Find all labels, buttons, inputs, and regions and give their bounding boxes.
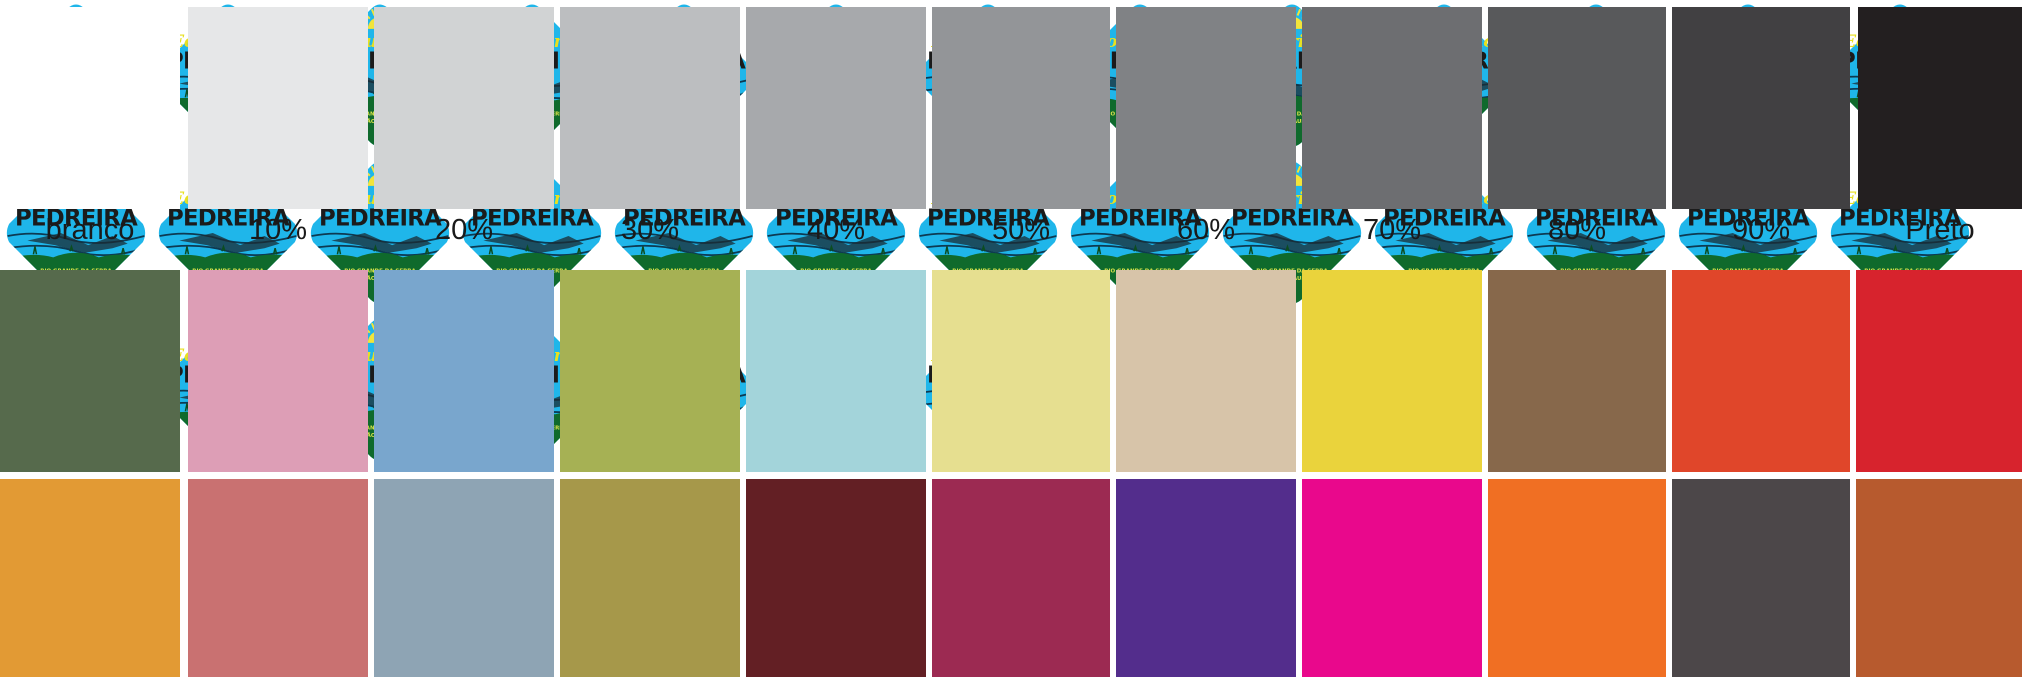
color-swatch-tile	[374, 270, 554, 472]
color-swatch-tile	[1116, 7, 1296, 209]
color-swatch-tile	[1856, 479, 2022, 677]
logo-title-pedreira: PEDREIRA	[927, 205, 1050, 231]
swatch-label: 70%	[1362, 214, 1422, 246]
logo-title-pedreira: PEDREIRA	[775, 205, 898, 231]
logo-title-pedreira: PEDREIRA	[471, 205, 594, 231]
swatch-label: 10%	[248, 214, 308, 246]
color-swatch-tile	[0, 479, 180, 677]
swatch-label: 90%	[1731, 214, 1791, 246]
swatch-label: 80%	[1547, 214, 1607, 246]
logo-title-pedreira: PEDREIRA	[1687, 205, 1810, 231]
swatch-label: 40%	[806, 214, 866, 246]
color-swatch-tile	[1672, 7, 1850, 209]
swatch-label: Preto	[1905, 214, 1975, 246]
logo-rock-silhouette	[1395, 233, 1496, 253]
color-swatch-tile	[746, 479, 926, 677]
logo-title-pedreira: PEDREIRA	[623, 205, 746, 231]
swatch-label: 50%	[991, 214, 1051, 246]
color-swatch-tile	[1116, 270, 1296, 472]
logo-title-pedreira: PEDREIRA	[1383, 205, 1506, 231]
color-swatch-tile	[374, 479, 554, 677]
color-swatch-tile	[1856, 270, 2022, 472]
logo-rock-silhouette	[1243, 233, 1344, 253]
logo-title-pedreira: PEDREIRA	[1079, 205, 1202, 231]
color-swatch-tile	[1116, 479, 1296, 677]
logo-rock-silhouette	[1851, 233, 1952, 253]
logo-rock-silhouette	[331, 233, 432, 253]
logo-rock-silhouette	[939, 233, 1040, 253]
color-swatch-tile	[1488, 270, 1666, 472]
logo-rock-silhouette	[1091, 233, 1192, 253]
logo-title-pedreira: PEDREIRA	[15, 205, 138, 231]
logo-rock-silhouette	[27, 233, 128, 253]
logo-title-pedreira: PEDREIRA	[1231, 205, 1354, 231]
color-swatch-tile	[932, 270, 1110, 472]
swatch-label: 60%	[1176, 214, 1236, 246]
logo-title-pedreira: PEDREIRA	[1839, 205, 1962, 231]
logo-rock-silhouette	[635, 233, 736, 253]
logo-rock-silhouette	[179, 233, 280, 253]
color-swatch-tile	[1858, 7, 2022, 209]
color-swatch-tile	[188, 270, 368, 472]
color-swatch-tile	[1672, 270, 1850, 472]
logo-rock-silhouette	[787, 233, 888, 253]
color-swatch-tile	[746, 270, 926, 472]
color-swatch-tile	[0, 7, 180, 209]
color-swatch-tile	[1302, 479, 1482, 677]
color-swatch-tile	[1302, 270, 1482, 472]
color-swatch-tile	[932, 7, 1110, 209]
logo-rock-silhouette	[1699, 233, 1800, 253]
logo-title-pedreira: PEDREIRA	[1535, 205, 1658, 231]
color-swatch-tile	[746, 7, 926, 209]
color-swatch-tile	[1302, 7, 1482, 209]
color-swatch-tile	[1488, 479, 1666, 677]
color-swatch-tile	[188, 479, 368, 677]
color-swatch-tile	[1488, 7, 1666, 209]
logo-rock-silhouette	[483, 233, 584, 253]
color-swatch-tile	[932, 479, 1110, 677]
color-swatch-tile	[560, 479, 740, 677]
logo-title-pedreira: PEDREIRA	[319, 205, 442, 231]
color-swatch-tile	[374, 7, 554, 209]
color-swatch-sheet: EcoturismoPEDREIRARIO GRANDE DA SERRASÃO…	[0, 4, 2022, 677]
logo-title-pedreira: PEDREIRA	[167, 205, 290, 231]
color-swatch-tile	[188, 7, 368, 209]
swatch-label: 20%	[434, 214, 494, 246]
swatch-label: 30%	[620, 214, 680, 246]
color-swatch-tile	[0, 270, 180, 472]
color-swatch-tile	[560, 7, 740, 209]
logo-rock-silhouette	[1547, 233, 1648, 253]
swatch-label: branco	[45, 214, 135, 246]
color-swatch-tile	[1672, 479, 1850, 677]
color-swatch-tile	[560, 270, 740, 472]
